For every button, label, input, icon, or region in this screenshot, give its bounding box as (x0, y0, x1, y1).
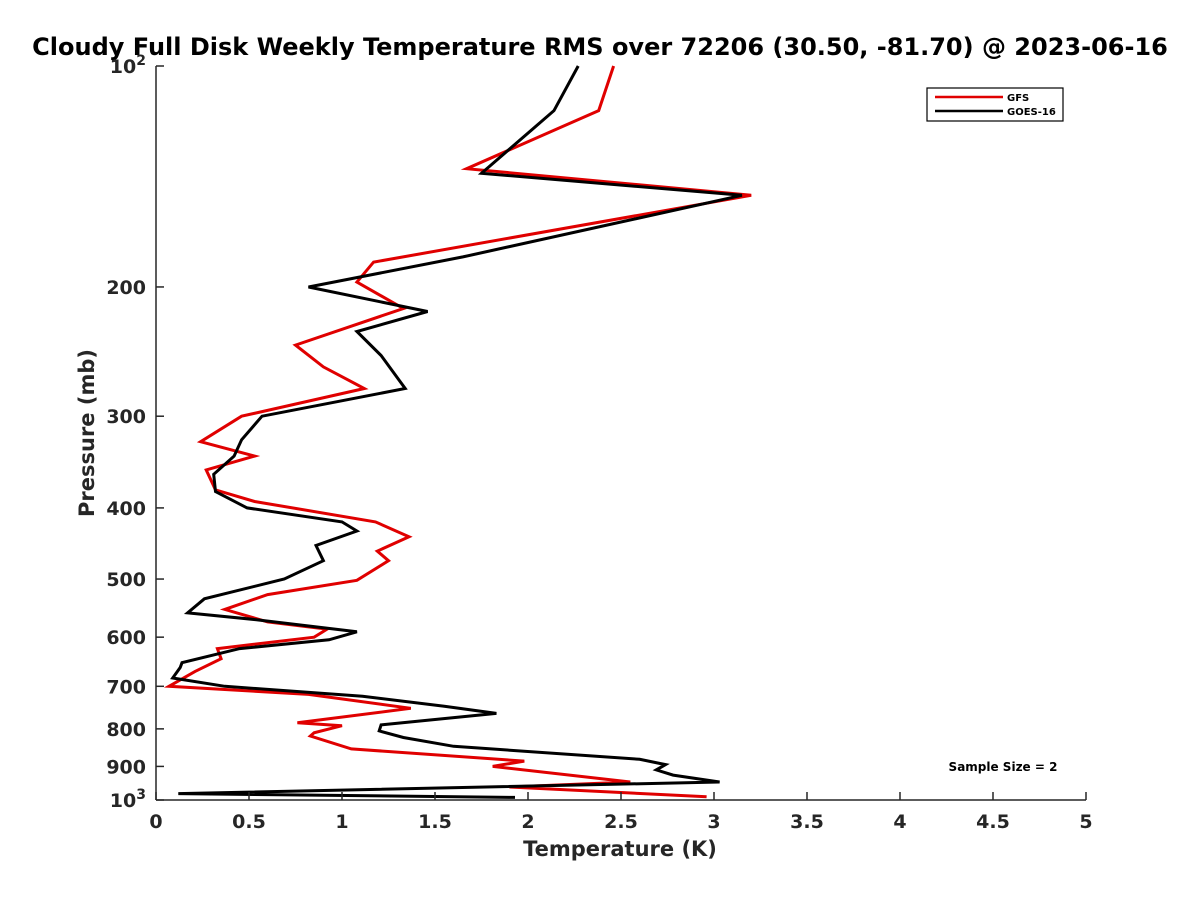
x-axis-label: Temperature (K) (523, 837, 717, 861)
x-tick-label: 2 (521, 811, 534, 833)
x-tick-label: 5 (1079, 811, 1092, 833)
series-line-gfs (163, 65, 752, 799)
x-tick-label: 4.5 (976, 811, 1010, 833)
plot-area (163, 65, 752, 799)
x-tick-label: 1 (335, 811, 348, 833)
x-tick-label: 0 (149, 811, 162, 833)
legend: GFS GOES-16 (926, 87, 1064, 122)
legend-label-gfs: GFS (1007, 93, 1029, 104)
y-axis-label: Pressure (mb) (75, 349, 99, 517)
y-tick-label: 103 (110, 787, 146, 812)
y-tick-label: 400 (106, 498, 146, 520)
chart-title: Cloudy Full Disk Weekly Temperature RMS … (32, 33, 1168, 61)
y-tick-label: 700 (106, 676, 146, 698)
y-tick-label: 200 (106, 277, 146, 299)
y-tick-label: 900 (106, 756, 146, 778)
series-line-goes-16 (170, 65, 743, 799)
y-tick-label: 800 (106, 719, 146, 741)
sample-size-annotation: Sample Size = 2 (949, 760, 1058, 774)
x-tick-label: 1.5 (418, 811, 452, 833)
y-tick-label: 300 (106, 406, 146, 428)
x-tick-label: 3 (707, 811, 720, 833)
legend-box (926, 87, 1064, 122)
x-tick-label: 0.5 (232, 811, 266, 833)
x-tick-label: 3.5 (790, 811, 824, 833)
y-tick-label: 600 (106, 627, 146, 649)
x-tick-label: 4 (893, 811, 906, 833)
x-tick-label: 2.5 (604, 811, 638, 833)
y-tick-label: 500 (106, 569, 146, 591)
y-axis: 102 200 300 400 500 600 700 800 900 103 (106, 53, 164, 812)
legend-label-goes-16: GOES-16 (1007, 107, 1056, 118)
x-axis: 0 0.5 1 1.5 2 2.5 3 3.5 4 4.5 5 (149, 792, 1093, 833)
y-tick-label: 102 (110, 53, 146, 78)
